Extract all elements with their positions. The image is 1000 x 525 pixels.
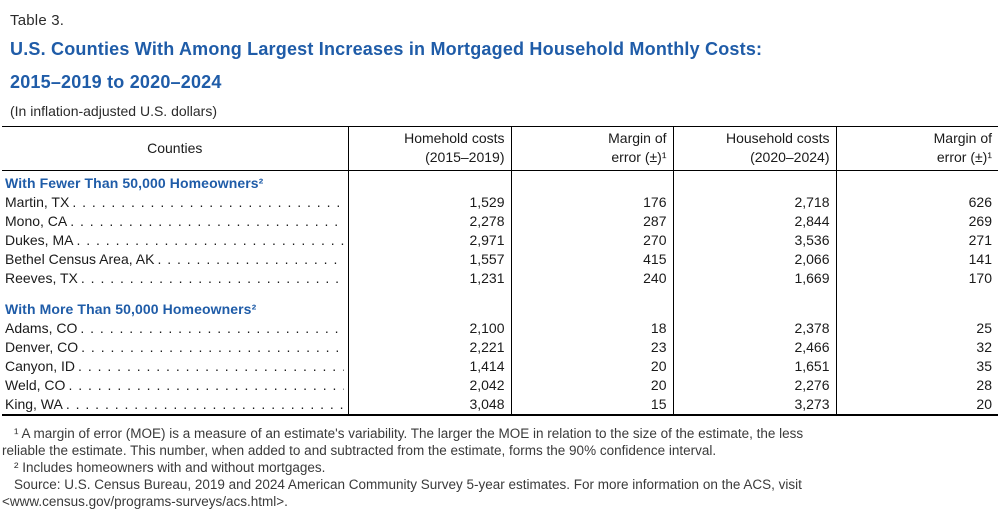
cell-moe-2: 25: [835, 318, 998, 338]
dot-leader: [72, 193, 343, 212]
source-line-1: Source: U.S. Census Bureau, 2019 and 202…: [14, 476, 802, 492]
cell-moe-1: 23: [510, 337, 673, 357]
table-row: Reeves, TX 1,231 240 1,669 170: [2, 268, 998, 288]
table-row: Weld, CO 2,042 20 2,276 28: [2, 375, 998, 395]
col-header-costs-2020-2024: Household costs (2020–2024): [672, 126, 836, 171]
cell-moe-1: 20: [510, 375, 673, 395]
units-subtitle: (In inflation-adjusted U.S. dollars): [10, 103, 217, 119]
col-header-counties: Counties: [2, 126, 348, 171]
dot-leader: [157, 250, 343, 269]
cell-costs-2015-2019: 1,414: [347, 356, 511, 376]
county-name: Adams, CO: [5, 319, 78, 336]
source-line-2: <www.census.gov/programs-surveys/acs.htm…: [2, 493, 288, 509]
section-header-fewer-than-50000: With Fewer Than 50,000 Homeowners²: [2, 170, 998, 193]
cell-costs-2020-2024: 2,066: [672, 249, 836, 269]
cell-costs-2020-2024: 2,844: [672, 211, 836, 231]
footnote-2: ² Includes homeowners with and without m…: [14, 459, 326, 475]
footnote-1-line-1: ¹ A margin of error (MOE) is a measure o…: [14, 425, 804, 441]
cell-costs-2020-2024: 2,276: [672, 375, 836, 395]
dot-leader: [81, 338, 343, 357]
cell-costs-2015-2019: 2,042: [347, 375, 511, 395]
table-row: Dukes, MA 2,971 270 3,536 271: [2, 230, 998, 250]
dot-leader: [81, 269, 344, 288]
county-name: King, WA: [5, 395, 63, 412]
county-name: Mono, CA: [5, 212, 68, 229]
cell-moe-2: 20: [835, 394, 998, 415]
table-row: Martin, TX 1,529 176 2,718 626: [2, 192, 998, 212]
cell-moe-2: 32: [835, 337, 998, 357]
county-name: Weld, CO: [5, 376, 66, 393]
cell-costs-2015-2019: 3,048: [347, 394, 511, 415]
cell-moe-1: 415: [510, 249, 673, 269]
cell-moe-1: 176: [510, 192, 673, 212]
cell-costs-2015-2019: 2,278: [347, 211, 511, 231]
table-row: Mono, CA 2,278 287 2,844 269: [2, 211, 998, 231]
counties-cost-table: Counties Homehold costs (2015–2019) Marg…: [2, 126, 998, 416]
cell-costs-2020-2024: 2,718: [672, 192, 836, 212]
dot-leader: [78, 357, 343, 376]
cell-costs-2020-2024: 3,273: [672, 394, 836, 415]
page-title-line-2: 2015–2019 to 2020–2024: [10, 72, 222, 92]
cell-costs-2015-2019: 1,231: [347, 268, 511, 288]
cell-moe-1: 270: [510, 230, 673, 250]
dot-leader: [68, 376, 343, 395]
section-header-more-than-50000: With More Than 50,000 Homeowners²: [2, 287, 998, 319]
dot-leader: [80, 319, 343, 338]
cell-costs-2015-2019: 2,100: [347, 318, 511, 338]
page-title-line-1: U.S. Counties With Among Largest Increas…: [10, 39, 763, 59]
cell-moe-2: 141: [835, 249, 998, 269]
cell-moe-1: 15: [510, 394, 673, 415]
cell-moe-1: 287: [510, 211, 673, 231]
table-row: Bethel Census Area, AK 1,557 415 2,066 1…: [2, 249, 998, 269]
col-header-moe-2: Margin of error (±)¹: [835, 126, 998, 171]
county-name: Reeves, TX: [5, 269, 78, 286]
page: Table 3. U.S. Counties With Among Larges…: [0, 0, 1000, 510]
footnotes-block: ¹ A margin of error (MOE) is a measure o…: [2, 425, 997, 510]
dot-leader: [70, 212, 343, 231]
cell-costs-2020-2024: 3,536: [672, 230, 836, 250]
dot-leader: [76, 231, 343, 250]
table-header: Counties Homehold costs (2015–2019) Marg…: [2, 126, 998, 171]
cell-moe-2: 28: [835, 375, 998, 395]
table-row: Canyon, ID 1,414 20 1,651 35: [2, 356, 998, 376]
footnote-1-line-2: reliable the estimate. This number, when…: [2, 442, 717, 458]
county-name: Martin, TX: [5, 193, 70, 210]
county-name: Canyon, ID: [5, 357, 76, 374]
cell-moe-1: 18: [510, 318, 673, 338]
cell-costs-2015-2019: 2,221: [347, 337, 511, 357]
cell-moe-2: 271: [835, 230, 998, 250]
cell-moe-2: 170: [835, 268, 998, 288]
cell-costs-2020-2024: 1,669: [672, 268, 836, 288]
county-name: Denver, CO: [5, 338, 79, 355]
cell-costs-2020-2024: 2,378: [672, 318, 836, 338]
col-header-moe-1: Margin of error (±)¹: [510, 126, 673, 171]
cell-costs-2015-2019: 1,557: [347, 249, 511, 269]
cell-moe-2: 626: [835, 192, 998, 212]
cell-costs-2015-2019: 2,971: [347, 230, 511, 250]
cell-costs-2015-2019: 1,529: [347, 192, 511, 212]
cell-costs-2020-2024: 2,466: [672, 337, 836, 357]
table-row: Adams, CO 2,100 18 2,378 25: [2, 318, 998, 338]
dot-leader: [66, 395, 344, 414]
county-name: Bethel Census Area, AK: [5, 250, 155, 267]
county-name: Dukes, MA: [5, 231, 74, 248]
cell-moe-1: 20: [510, 356, 673, 376]
col-header-costs-2015-2019: Homehold costs (2015–2019): [347, 126, 511, 171]
table-row: Denver, CO 2,221 23 2,466 32: [2, 337, 998, 357]
table-label: Table 3.: [10, 12, 65, 29]
cell-moe-2: 269: [835, 211, 998, 231]
heading-block: Table 3. U.S. Counties With Among Larges…: [0, 12, 1000, 119]
table-row: King, WA 3,048 15 3,273 20: [2, 394, 998, 415]
cell-moe-1: 240: [510, 268, 673, 288]
cell-costs-2020-2024: 1,651: [672, 356, 836, 376]
cell-moe-2: 35: [835, 356, 998, 376]
